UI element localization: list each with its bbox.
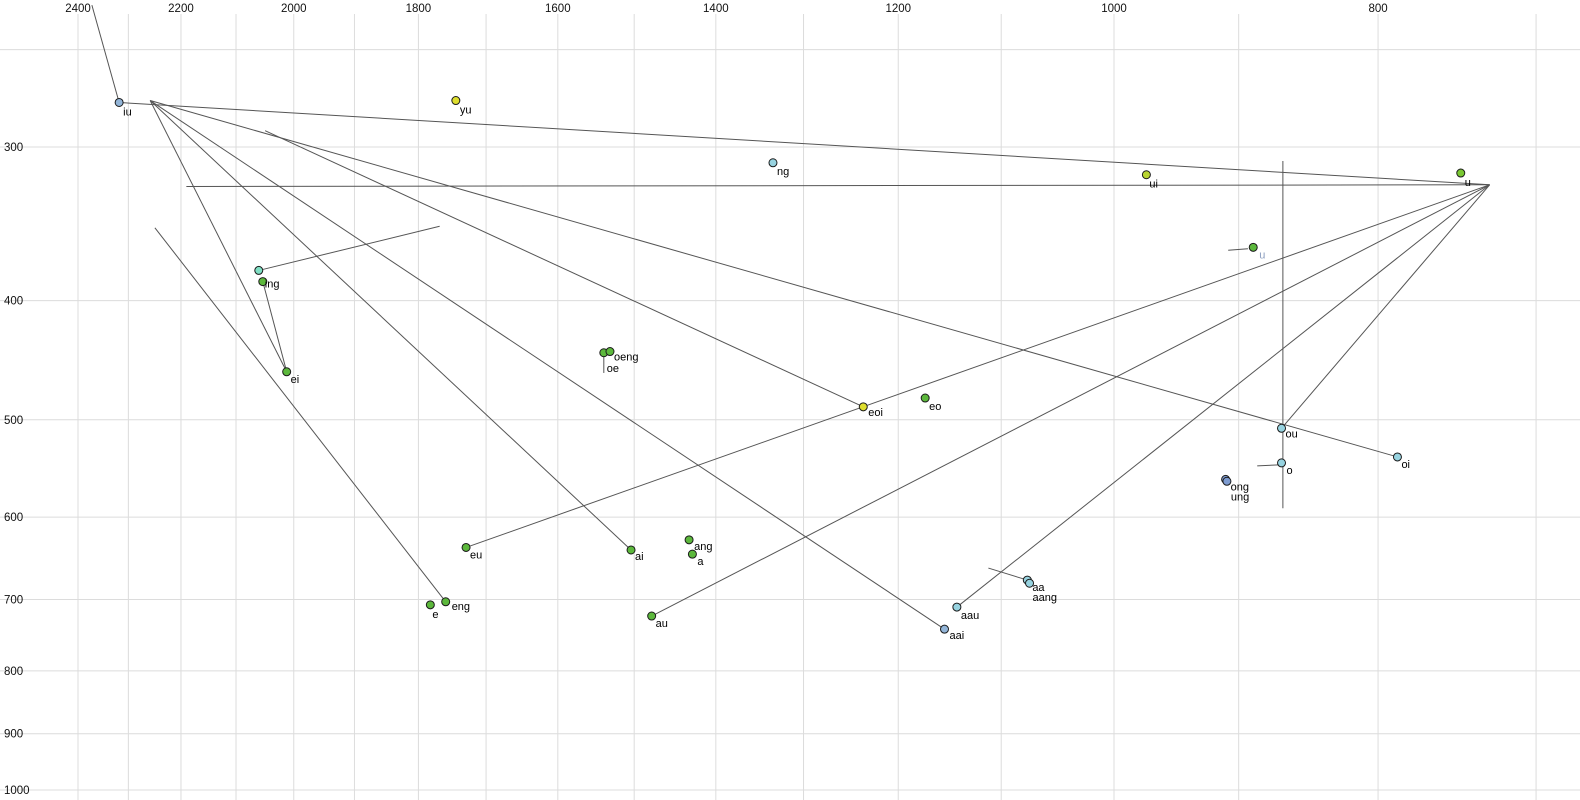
- data-point-oi[interactable]: [1392, 452, 1402, 462]
- point-label-ong: ong: [1231, 481, 1249, 493]
- data-point-a[interactable]: [687, 549, 697, 559]
- point-label-au: au: [656, 618, 668, 630]
- data-point-yu[interactable]: [451, 96, 461, 106]
- x-tick-label: 2400: [65, 3, 91, 15]
- x-tick-label: 2000: [281, 3, 307, 15]
- y-tick-label: 900: [4, 729, 23, 741]
- trajectory-line: [1281, 184, 1491, 429]
- y-tick-label: 800: [4, 666, 23, 678]
- trajectory-line: [1257, 464, 1279, 467]
- point-label-oeng: oeng: [614, 352, 638, 364]
- data-point-aai[interactable]: [940, 624, 950, 634]
- trajectory-line: [186, 184, 1490, 187]
- x-tick-label: 1800: [406, 3, 432, 15]
- trajectory-line: [264, 130, 864, 408]
- x-tick-label: 800: [1368, 3, 1387, 15]
- point-label-ing: ing: [265, 278, 280, 290]
- data-point-o[interactable]: [1277, 458, 1287, 468]
- data-point-aang[interactable]: [1025, 578, 1035, 588]
- point-label-iu: iu: [123, 106, 132, 118]
- point-label-ui: ui: [1149, 179, 1158, 191]
- trajectory-line: [258, 225, 440, 271]
- point-label-ei: ei: [291, 374, 300, 386]
- data-point-iu[interactable]: [114, 97, 124, 107]
- data-point-eu[interactable]: [461, 542, 471, 552]
- trajectory-line: [1228, 248, 1248, 251]
- x-tick-label: 1600: [545, 3, 571, 15]
- x-tick-label: 1200: [885, 3, 911, 15]
- data-point-u[interactable]: [1248, 242, 1258, 252]
- point-label-ang: ang: [694, 541, 712, 553]
- point-label-u: u: [1465, 177, 1471, 189]
- y-tick-label: 500: [4, 415, 23, 427]
- point-label-aa: aa: [1032, 582, 1045, 594]
- data-point-ui[interactable]: [1141, 170, 1151, 180]
- trajectory-line: [262, 281, 288, 372]
- point-label-o: o: [1287, 465, 1293, 477]
- y-tick-label: 1000: [4, 785, 30, 797]
- data-point-eo[interactable]: [920, 393, 930, 403]
- point-label-yu: yu: [460, 105, 472, 117]
- trajectory-line: [149, 100, 632, 551]
- point-label-ai: ai: [635, 551, 644, 563]
- point-label-aau: aau: [961, 610, 979, 622]
- x-tick-label: 2200: [168, 3, 194, 15]
- y-tick-label: 700: [4, 595, 23, 607]
- point-label-eo: eo: [929, 401, 941, 413]
- y-tick-label: 300: [4, 142, 23, 154]
- trajectory-line: [149, 100, 288, 373]
- trajectory-line: [988, 567, 1028, 581]
- trajectory-line: [150, 100, 1398, 458]
- data-point-ing[interactable]: [254, 265, 264, 275]
- trajectory-line: [91, 4, 120, 103]
- trajectory-line: [149, 100, 945, 630]
- point-label-oi: oi: [1401, 459, 1410, 471]
- data-point-ung[interactable]: [1222, 476, 1232, 486]
- data-point-ai[interactable]: [626, 545, 636, 555]
- data-point-eng[interactable]: [441, 597, 451, 607]
- point-label-ou: ou: [1286, 428, 1298, 440]
- point-label-aai: aai: [950, 630, 965, 642]
- data-point-aau[interactable]: [952, 602, 962, 612]
- trajectory-line: [119, 101, 1490, 186]
- trajectory-line: [651, 184, 1490, 617]
- trajectory-line: [956, 184, 1490, 608]
- point-label-u: u: [1259, 249, 1265, 261]
- trajectory-line: [465, 184, 1490, 548]
- data-point-ou[interactable]: [1277, 423, 1287, 433]
- y-tick-label: 600: [4, 512, 23, 524]
- point-label-eng: eng: [452, 601, 470, 613]
- y-tick-label: 400: [4, 296, 23, 308]
- point-label-a: a: [697, 556, 704, 568]
- point-label-ng: ng: [777, 166, 789, 178]
- point-label-oe: oe: [607, 363, 619, 375]
- point-label-ung: ung: [1231, 491, 1249, 503]
- data-point-au[interactable]: [647, 611, 657, 621]
- data-point-e[interactable]: [425, 600, 435, 610]
- trajectory-line: [154, 227, 447, 603]
- point-label-eoi: eoi: [868, 407, 883, 419]
- x-tick-label: 1400: [703, 3, 729, 15]
- data-point-u[interactable]: [1456, 168, 1466, 178]
- point-label-e: e: [432, 609, 438, 621]
- data-point-ei[interactable]: [282, 367, 292, 377]
- x-tick-label: 1000: [1101, 3, 1127, 15]
- data-point-ng[interactable]: [768, 158, 778, 168]
- data-point-ang[interactable]: [684, 535, 694, 545]
- data-point-unlabeled[interactable]: [258, 277, 268, 287]
- data-point-oeng[interactable]: [605, 347, 615, 357]
- point-label-aang: aang: [1033, 592, 1057, 604]
- data-point-eoi[interactable]: [858, 402, 868, 412]
- point-label-eu: eu: [470, 549, 482, 561]
